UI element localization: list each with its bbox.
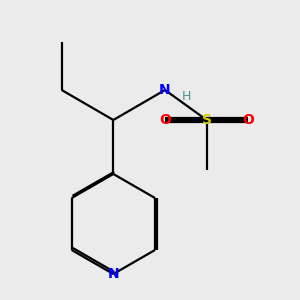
Text: O: O	[159, 113, 171, 127]
Text: N: N	[107, 267, 119, 281]
Text: O: O	[242, 113, 254, 127]
Text: S: S	[202, 113, 212, 127]
Text: H: H	[182, 89, 191, 103]
Text: N: N	[159, 83, 171, 97]
